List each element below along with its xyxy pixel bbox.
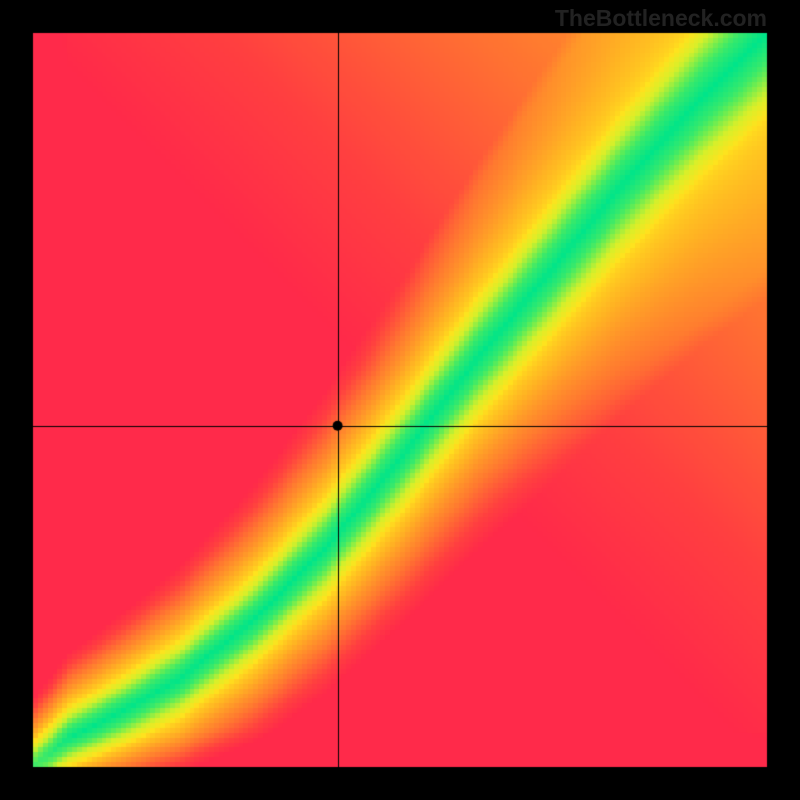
bottleneck-heatmap xyxy=(0,0,800,800)
watermark-text: TheBottleneck.com xyxy=(555,5,767,32)
